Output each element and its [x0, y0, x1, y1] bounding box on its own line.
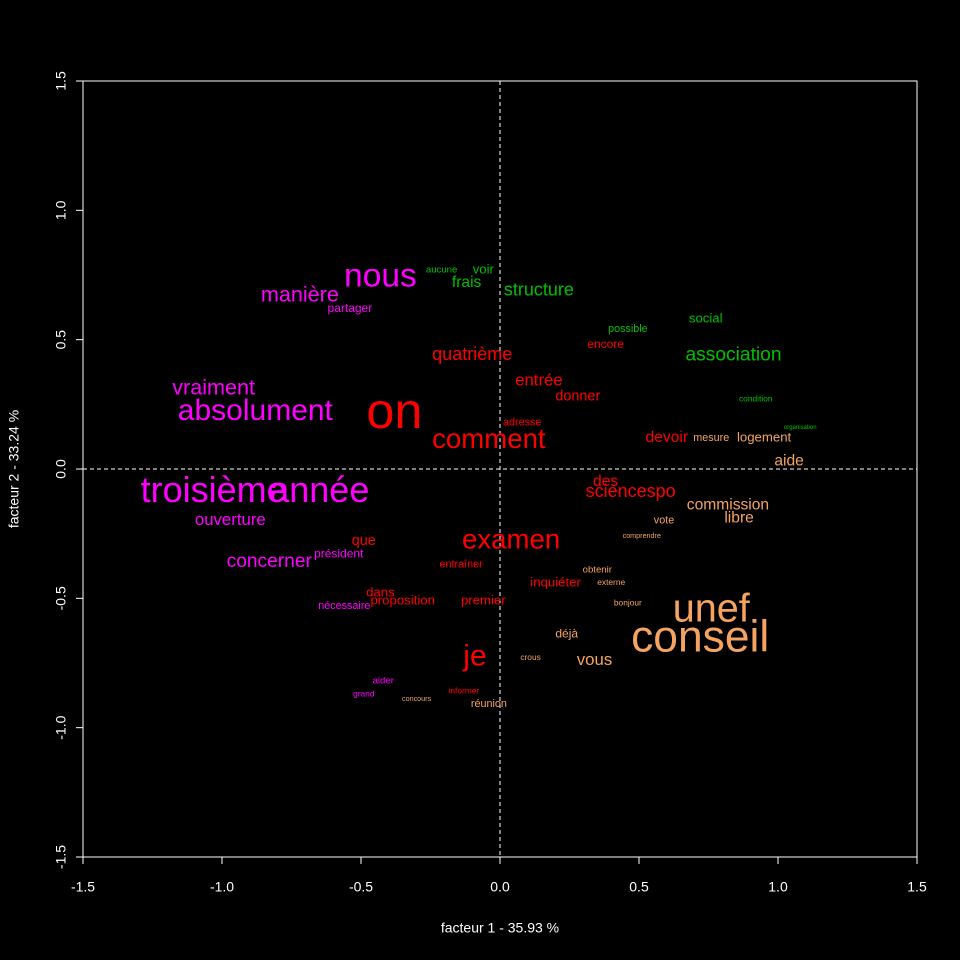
word-point: possible — [608, 323, 648, 335]
word-point: aide — [774, 452, 803, 469]
y-tick-label: -0.5 — [53, 586, 69, 610]
y-tick-label: 0.5 — [53, 330, 69, 350]
word-point: organisation — [784, 425, 817, 431]
y-tick-label: 1.5 — [53, 71, 69, 91]
word-point: entrée — [515, 370, 563, 389]
word-point: entraîner — [439, 559, 483, 571]
word-point: libre — [724, 509, 753, 526]
x-tick-label: 1.0 — [768, 879, 788, 895]
word-point: absolument — [178, 394, 334, 427]
x-tick-label: -1.0 — [210, 879, 234, 895]
word-point: partager — [328, 301, 373, 315]
word-point: bonjour — [614, 598, 642, 608]
word-point: des — [593, 473, 618, 490]
word-point: réunion — [471, 698, 507, 710]
x-tick-label: -1.5 — [71, 879, 95, 895]
word-point: vote — [654, 515, 674, 527]
word-point: voir — [473, 261, 495, 276]
word-point: ouverture — [195, 510, 266, 529]
word-point: nous — [344, 257, 417, 294]
word-point: comprendre — [623, 531, 661, 540]
word-point: premier — [461, 592, 506, 607]
word-point: troisième — [141, 469, 287, 510]
word-point: frais — [452, 274, 482, 291]
word-point: proposition — [370, 592, 435, 607]
word-point: aider — [373, 676, 395, 687]
word-point: examen — [462, 524, 560, 555]
word-point: déjà — [555, 627, 578, 641]
word-point: dans — [366, 585, 395, 600]
word-point: crous — [520, 652, 540, 662]
word-point: encore — [587, 337, 624, 351]
word-point: grand — [353, 688, 375, 698]
y-tick-label: -1.0 — [53, 715, 69, 739]
word-point: obtenir — [583, 564, 613, 575]
x-tick-label: -0.5 — [349, 879, 373, 895]
x-tick-label: 1.5 — [907, 879, 927, 895]
word-point: année — [269, 469, 369, 510]
word-point: devoir — [646, 429, 688, 446]
word-point: adresse — [503, 416, 541, 428]
word-point: que — [352, 533, 376, 549]
y-tick-label: 0.0 — [53, 459, 69, 479]
word-point: aucune — [426, 264, 457, 275]
word-point: social — [689, 310, 723, 325]
x-tick-label: 0.0 — [490, 879, 510, 895]
word-point: nécessaire — [318, 600, 370, 612]
y-tick-label: -1.5 — [53, 845, 69, 869]
word-point: concours — [402, 694, 432, 703]
y-tick-label: 1.0 — [53, 200, 69, 220]
word-point: concerner — [227, 551, 313, 572]
word-point: je — [462, 640, 486, 673]
word-point: donner — [555, 388, 600, 404]
word-point: association — [686, 344, 782, 365]
word-point: commission — [687, 496, 769, 513]
word-point: logement — [737, 429, 792, 444]
word-point: manière — [261, 281, 339, 306]
x-axis-label: facteur 1 - 35.93 % — [441, 920, 559, 936]
word-point: vraiment — [172, 375, 255, 400]
word-point: inquiéter — [530, 574, 581, 589]
word-point: président — [314, 547, 364, 561]
word-point: vous — [577, 650, 612, 669]
x-tick-label: 0.5 — [629, 879, 649, 895]
word-point: comment — [432, 423, 546, 454]
word-point: quatrième — [432, 344, 512, 364]
word-point: structure — [504, 279, 574, 299]
word-point: externe — [597, 577, 625, 587]
y-axis-label: facteur 2 - 33.24 % — [6, 410, 22, 528]
word-point: informer — [449, 686, 480, 696]
word-point: conseil — [631, 612, 769, 661]
word-point: on — [366, 382, 422, 439]
word-point: condition — [739, 393, 773, 403]
word-point: sciencespo — [586, 481, 676, 501]
word-point: mesure — [693, 432, 729, 444]
word-point: unef — [673, 587, 751, 631]
